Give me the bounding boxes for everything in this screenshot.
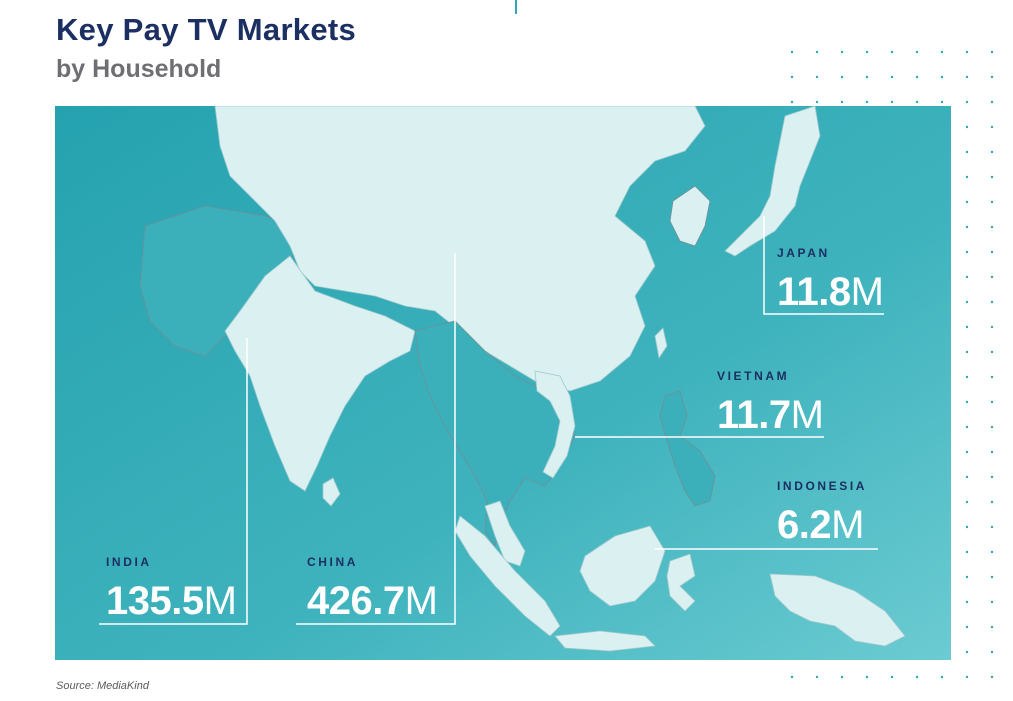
land-sri-lanka xyxy=(322,477,341,507)
value-number-indonesia: 6.2 xyxy=(777,503,832,547)
asia-map xyxy=(55,106,951,660)
land-japan xyxy=(724,106,821,257)
market-label-japan: JAPAN 11.8M xyxy=(777,246,884,314)
market-value-china: 426.7M xyxy=(307,579,438,623)
value-unit-india: M xyxy=(203,579,237,623)
pointer-lines xyxy=(99,216,884,625)
pointer-line-india xyxy=(99,338,248,625)
land-taiwan xyxy=(654,327,668,360)
country-name-china: CHINA xyxy=(307,555,358,569)
page-subtitle: by Household xyxy=(56,55,222,83)
land-malaysia xyxy=(484,500,526,567)
source-note: Source: MediaKind xyxy=(56,680,149,692)
market-label-china: CHINA 426.7M xyxy=(307,555,438,623)
land-korea xyxy=(669,185,711,247)
country-name-india: INDIA xyxy=(106,555,152,569)
land-new-guinea xyxy=(769,573,906,647)
value-unit-china: M xyxy=(404,579,438,623)
country-name-vietnam: VIETNAM xyxy=(717,369,790,383)
land-sumatra xyxy=(454,515,561,637)
market-label-indonesia: INDONESIA 6.2M xyxy=(777,479,867,545)
value-unit-japan: M xyxy=(850,270,884,314)
value-unit-vietnam: M xyxy=(790,393,824,437)
top-divider-tick xyxy=(515,0,517,14)
pointer-line-japan xyxy=(763,216,884,315)
market-value-indonesia: 6.2M xyxy=(777,505,867,545)
market-label-india: INDIA 135.5M xyxy=(106,555,237,623)
land-china xyxy=(214,106,706,392)
value-number-india: 135.5 xyxy=(106,579,204,623)
land-borneo xyxy=(579,525,666,607)
country-name-japan: JAPAN xyxy=(777,246,830,260)
land-philippines xyxy=(659,390,716,507)
map-svg xyxy=(55,106,951,660)
market-value-india: 135.5M xyxy=(106,579,237,623)
land-india xyxy=(224,255,416,492)
page-title: Key Pay TV Markets xyxy=(56,12,357,47)
value-number-vietnam: 11.7 xyxy=(717,393,791,437)
market-value-vietnam: 11.7M xyxy=(717,393,824,437)
land-java xyxy=(554,630,656,652)
value-number-china: 426.7 xyxy=(307,579,405,623)
country-name-indonesia: INDONESIA xyxy=(777,479,868,493)
value-unit-indonesia: M xyxy=(831,503,864,547)
market-value-japan: 11.8M xyxy=(777,270,884,314)
value-number-japan: 11.8 xyxy=(777,270,851,314)
land-vietnam xyxy=(534,370,576,479)
pointer-line-china xyxy=(296,253,456,625)
land-sulawesi xyxy=(666,553,696,612)
market-label-vietnam: VIETNAM 11.7M xyxy=(717,369,824,437)
